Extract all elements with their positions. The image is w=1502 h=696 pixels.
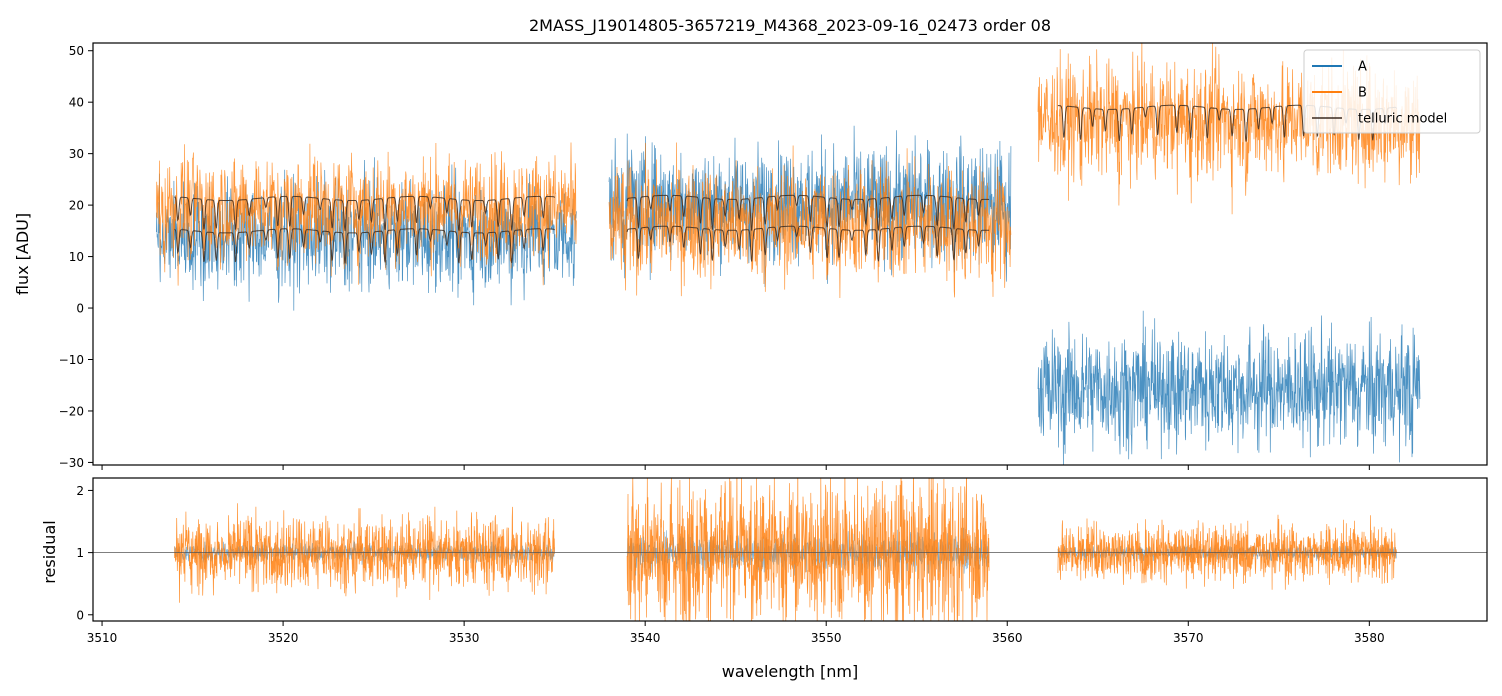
x-tick-label: 3520 <box>268 631 299 645</box>
residual-B-segment-2 <box>626 478 990 621</box>
series-B-segment-1 <box>156 142 577 286</box>
x-tick-label: 3550 <box>811 631 842 645</box>
x-tick-label: 3560 <box>992 631 1023 645</box>
x-axis-label: wavelength [nm] <box>722 662 859 681</box>
flux-y-tick-label: 30 <box>69 147 84 161</box>
flux-y-tick-label: −30 <box>59 456 84 470</box>
flux-y-tick-label: 50 <box>69 44 84 58</box>
chart-title: 2MASS_J19014805-3657219_M4368_2023-09-16… <box>529 16 1051 36</box>
telluric-model-segment-1-1 <box>174 195 556 232</box>
series-A-segment-1 <box>156 157 577 311</box>
residual-B-segment-1 <box>174 503 555 603</box>
residual-y-tick-label: 1 <box>76 546 84 560</box>
residual-B-segment-3 <box>1057 514 1397 590</box>
legend-box <box>1303 49 1481 134</box>
flux-y-tick-label: 40 <box>69 96 84 110</box>
residual-plot-area <box>93 478 1487 621</box>
residual-x-ticks: 3510 3520 3530 3540 3550 3560 3570 3580 <box>87 621 1385 645</box>
flux-y-tick-label: 10 <box>69 250 84 264</box>
residual-panel-frame <box>92 477 1488 622</box>
flux-panel-frame <box>92 42 1488 466</box>
flux-y-axis-label: flux [ADU] <box>13 213 32 295</box>
x-tick-label: 3510 <box>87 631 118 645</box>
flux-y-tick-label: 0 <box>76 302 84 316</box>
telluric-model-segment-2-1 <box>626 194 990 231</box>
x-tick-label: 3530 <box>449 631 480 645</box>
x-tick-label: 3540 <box>630 631 661 645</box>
residual-y-axis-label: residual <box>40 520 59 583</box>
residual-panel: 0 1 2 3510 3520 3530 3540 3550 3560 3570 3580 res… <box>40 477 1488 681</box>
flux-panel: −30 −20 −10 0 10 20 30 40 50 flux [ADU] A B tell… <box>13 42 1488 470</box>
telluric-model-segment-1-2 <box>174 228 556 264</box>
flux-x-ticks <box>101 465 1370 470</box>
flux-y-tick-label: −10 <box>59 353 84 367</box>
residual-y-tick-label: 2 <box>76 484 84 498</box>
flux-y-ticks: −30 −20 −10 0 10 20 30 40 50 <box>59 44 93 470</box>
series-B-segment-3 <box>1037 43 1421 215</box>
series-B-segment-2 <box>608 142 1012 299</box>
residual-y-tick-label: 0 <box>76 608 84 622</box>
legend-label-telluric: telluric model <box>1358 112 1447 127</box>
residual-y-ticks: 0 1 2 <box>76 484 93 622</box>
series-A-segment-3 <box>1037 310 1421 465</box>
flux-y-tick-label: 20 <box>69 199 84 213</box>
legend-label-B: B <box>1358 86 1367 101</box>
flux-plot-area <box>156 43 1421 465</box>
legend-label-A: A <box>1358 60 1367 75</box>
telluric-model-segment-2-2 <box>626 225 990 262</box>
x-tick-label: 3580 <box>1354 631 1385 645</box>
flux-y-tick-label: −20 <box>59 404 84 418</box>
x-tick-label: 3570 <box>1173 631 1204 645</box>
legend: A B telluric model <box>1303 49 1481 134</box>
